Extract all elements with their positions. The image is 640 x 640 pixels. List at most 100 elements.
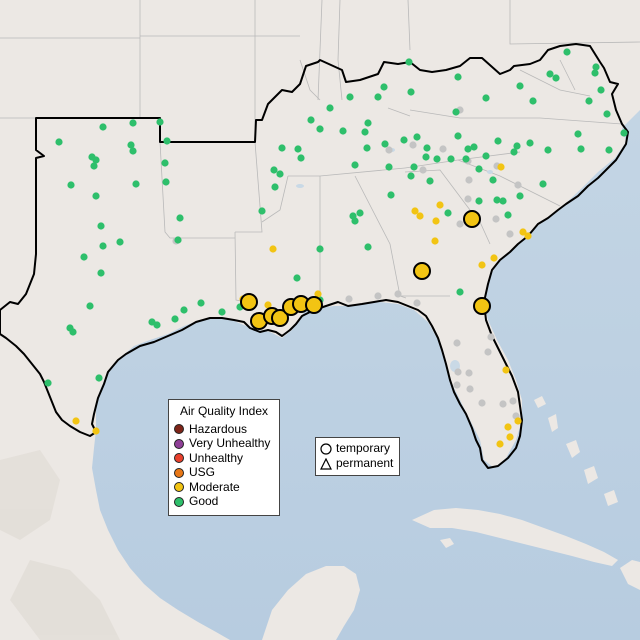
monitor-dot-good [544,146,552,154]
monitor-dot-good [552,74,560,82]
monitor-dot-no-data [453,339,461,347]
monitor-dot-moderate [519,228,527,236]
monitor-dot-moderate [504,423,512,431]
monitor-dot-no-data [466,385,474,393]
monitor-dot-good [489,176,497,184]
monitor-dot-good [444,209,452,217]
monitor-dot-good [116,238,124,246]
monitor-dot-good [585,97,593,105]
monitor-dot-good [294,145,302,153]
monitor-dot-good [90,162,98,170]
monitor-dot-good [563,48,571,56]
monitor-dot-good [493,196,501,204]
monitor-dot-no-data [514,181,522,189]
monitor-dot-no-data [385,146,393,154]
temporary-monitor-moderate [240,293,258,311]
monitor-dot-good [174,236,182,244]
monitor-dot-moderate [497,163,505,171]
aqi-legend: Air Quality Index Hazardous Very Unhealt… [168,399,280,516]
land-isle-of-youth [440,538,454,548]
monitor-dot-good [482,94,490,102]
monitor-dot-good [129,119,137,127]
monitor-dot-good [591,69,599,77]
circle-icon [320,442,332,455]
temporary-monitor-moderate [463,210,481,228]
monitor-dot-good [475,197,483,205]
monitor-dot-no-data [506,230,514,238]
land-hispaniola [620,560,640,590]
monitor-dot-good [316,245,324,253]
temporary-monitor-moderate [305,296,323,314]
monitor-dot-moderate [502,366,510,374]
monitor-dot-good [433,155,441,163]
land-bahamas [534,396,618,506]
monitor-dot-no-data [492,215,500,223]
monitor-dot-moderate [72,417,80,425]
legend-label: Good [189,494,219,509]
monitor-dot-moderate [92,427,100,435]
monitor-dot-good [454,73,462,81]
monitor-dot-good [426,177,434,185]
monitor-dot-good [270,166,278,174]
monitor-dot-good [577,145,585,153]
monitor-dot-good [513,142,521,150]
monitor-dot-no-data [439,145,447,153]
monitor-dot-moderate [264,301,272,309]
legend-item-hazardous: Hazardous [169,422,279,437]
monitor-dot-moderate [269,245,277,253]
monitor-dot-no-data [465,369,473,377]
temporary-monitor-moderate [473,297,491,315]
monitor-dot-good [447,155,455,163]
monitor-dot-good [162,178,170,186]
monitor-dot-good [526,139,534,147]
monitor-dot-moderate [514,417,522,425]
monitor-dot-good [456,288,464,296]
monitor-dot-good [482,152,490,160]
legend-item-very-unhealthy: Very Unhealthy [169,436,279,452]
monitor-dot-good [99,123,107,131]
monitor-dot-no-data [509,397,517,405]
monitor-dot-good [410,163,418,171]
monitor-dot-good [92,192,100,200]
monitor-dot-good [516,192,524,200]
monitor-dot-good [454,132,462,140]
monitor-dot-no-data [456,220,464,228]
legend-item-usg: USG [169,465,279,481]
legend-label: permanent [336,456,394,470]
monitor-dot-good [351,217,359,225]
monitor-dot-good [423,144,431,152]
monitor-dot-good [620,129,628,137]
monitor-dot-no-data [454,368,462,376]
state-boundaries [0,0,640,303]
monitor-dot-no-data [394,290,402,298]
monitor-dot-good [127,141,135,149]
monitor-dot-good [326,104,334,112]
monitor-dot-no-data [478,399,486,407]
monitor-dot-good [293,274,301,282]
monitor-dot-no-data [409,141,417,149]
monitor-dot-moderate [478,261,486,269]
legend-label: Hazardous [189,421,248,436]
monitor-dot-good [97,269,105,277]
monitor-dot-moderate [431,237,439,245]
monitor-dot-good [504,211,512,219]
monitor-dot-good [218,308,226,316]
monitor-dot-good [603,110,611,118]
monitor-dot-good [276,170,284,178]
monitor-dot-no-data [499,400,507,408]
monitor-dot-good [385,163,393,171]
terrain-mexico [0,450,120,640]
monitor-dot-good [422,153,430,161]
monitor-dot-good [55,138,63,146]
legend-item-good: Good [169,494,279,510]
monitor-dot-good [387,191,395,199]
monitor-dot-moderate [506,433,514,441]
triangle-icon [320,457,332,470]
monitor-dot-moderate [416,212,424,220]
very-unhealthy-swatch-icon [174,438,184,449]
legend-label: temporary [336,441,391,455]
monitors-good [44,48,628,387]
monitor-dot-good [156,118,164,126]
legend-item-unhealthy: Unhealthy [169,451,279,466]
monitor-dot-good [97,222,105,230]
